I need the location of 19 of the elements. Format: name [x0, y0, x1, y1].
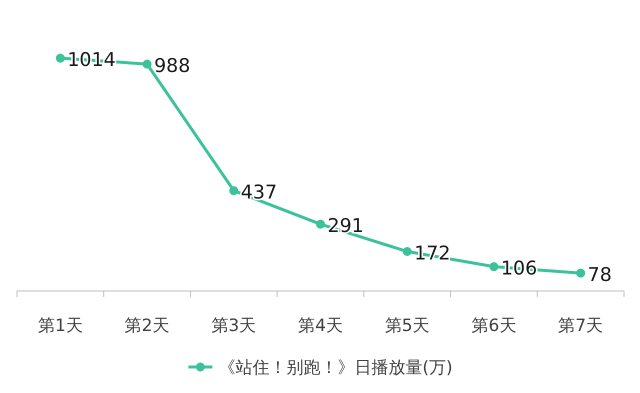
data-label: 437	[240, 182, 278, 204]
x-tick-label: 第4天	[298, 316, 343, 336]
legend: 《站住！别跑！》日播放量(万)	[188, 358, 453, 378]
data-label: 291	[328, 215, 364, 238]
point	[576, 268, 586, 278]
point	[142, 60, 152, 69]
x-tick-label: 第5天	[384, 316, 430, 336]
x-tick-label: 第7天	[558, 316, 604, 336]
data-label: 988	[154, 55, 190, 78]
x-tick-label: 第3天	[211, 316, 256, 336]
point	[402, 247, 412, 256]
point	[489, 262, 498, 272]
x-tick-label: 第2天	[124, 316, 170, 336]
x-tick-label: 第6天	[472, 316, 516, 336]
point	[229, 186, 238, 196]
data-label: 78	[588, 264, 612, 286]
point	[316, 220, 325, 229]
point	[56, 54, 65, 63]
x-tick-label: 第1天	[38, 316, 83, 336]
